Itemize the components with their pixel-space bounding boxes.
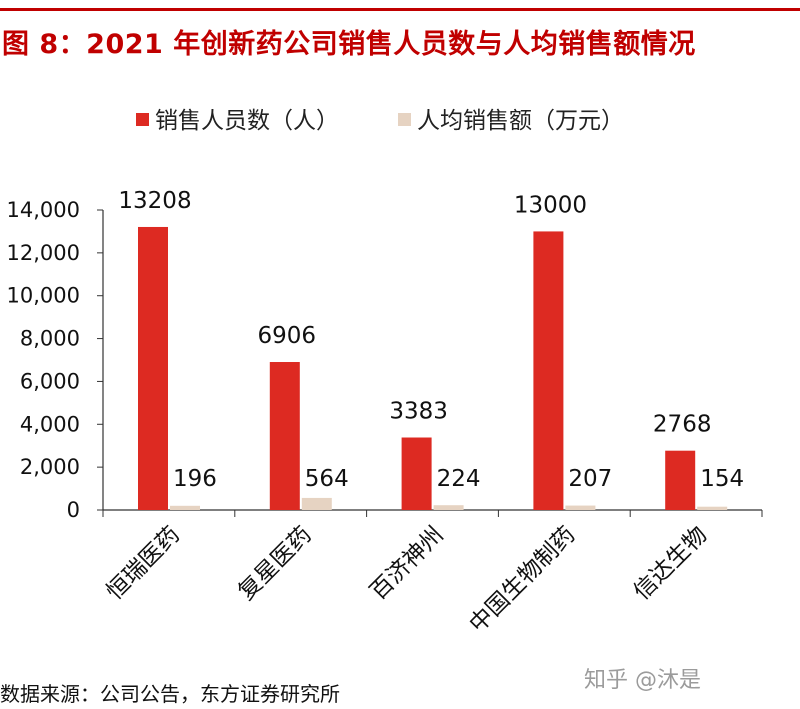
bar-sales-staff [401, 437, 432, 510]
data-label-sales-staff: 13208 [118, 188, 191, 214]
watermark: 知乎 @沐是 [584, 668, 701, 693]
bar-sales-per-capita [565, 505, 596, 510]
bar-sales-per-capita [433, 505, 464, 510]
x-category-label: 中国生物制药 [465, 522, 581, 638]
data-label-sales-per-capita: 207 [568, 466, 612, 492]
legend-swatch-1 [136, 113, 149, 126]
data-label-sales-staff: 6906 [258, 323, 317, 349]
data-label-sales-staff: 2768 [653, 412, 712, 438]
bar-sales-staff [665, 450, 696, 510]
x-category-label: 信达生物 [629, 522, 712, 605]
bar-sales-staff [138, 226, 168, 510]
data-label-sales-staff: 13000 [514, 192, 587, 218]
legend-label-1: 销售人员数（人） [155, 108, 339, 134]
data-label-sales-per-capita: 196 [173, 466, 217, 492]
bar-sales-per-capita [697, 506, 728, 510]
data-label-sales-per-capita: 564 [305, 466, 349, 492]
bar-sales-per-capita [301, 497, 332, 510]
source-note: 数据来源：公司公告，东方证券研究所 [0, 682, 340, 706]
y-tick-label: 2,000 [20, 455, 80, 479]
y-tick-label: 10,000 [7, 284, 80, 308]
legend-label-2: 人均销售额（万元） [417, 108, 624, 134]
bar-sales-staff [533, 231, 564, 510]
legend-swatch-2 [398, 113, 411, 126]
y-tick-label: 8,000 [20, 327, 80, 351]
x-category-label: 复星医药 [234, 522, 317, 605]
x-category-label: 恒瑞医药 [102, 522, 185, 605]
bar-sales-staff [269, 362, 300, 510]
data-label-sales-per-capita: 154 [700, 466, 744, 492]
y-tick-label: 6,000 [20, 369, 80, 393]
data-label-sales-staff: 3383 [389, 399, 448, 425]
y-tick-label: 0 [67, 498, 80, 522]
x-category-label: 百济神州 [365, 522, 448, 605]
y-tick-label: 12,000 [7, 241, 80, 265]
chart-title: 图 8：2021 年创新药公司销售人员数与人均销售额情况 [2, 29, 696, 60]
y-tick-label: 4,000 [20, 412, 80, 436]
bar-sales-per-capita [170, 505, 200, 510]
title-top-rule [0, 8, 800, 11]
data-label-sales-per-capita: 224 [437, 466, 481, 492]
y-tick-label: 14,000 [7, 198, 80, 222]
